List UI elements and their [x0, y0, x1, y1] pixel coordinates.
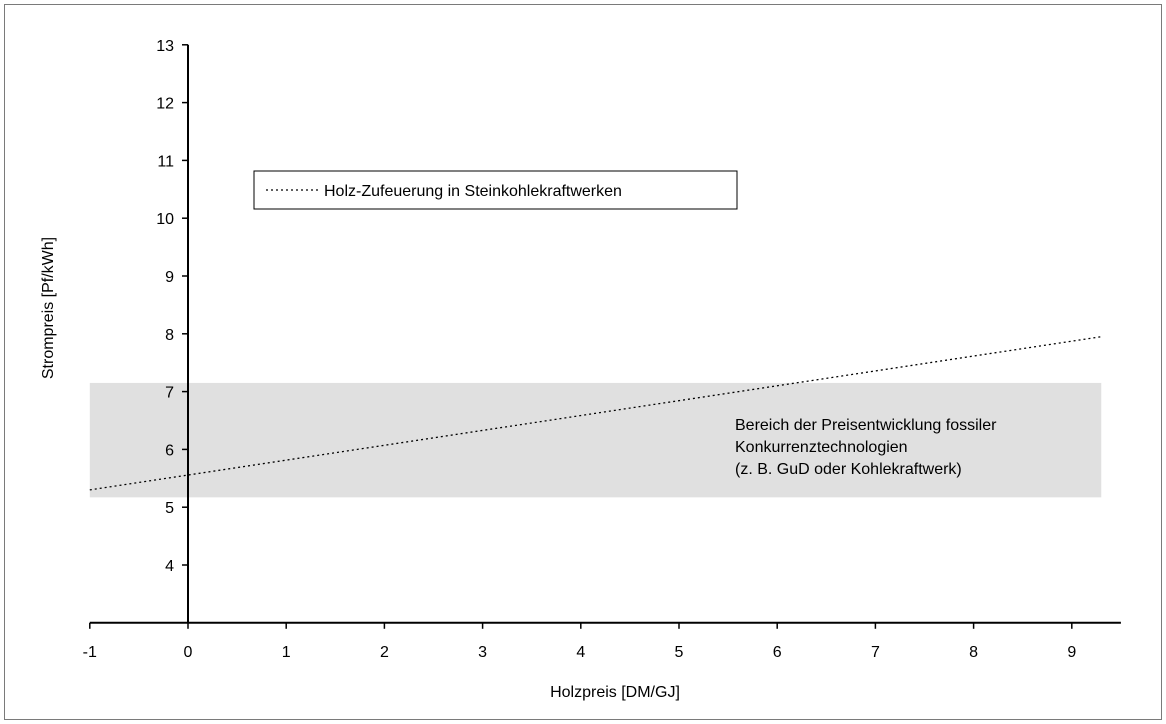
series-layer — [89, 336, 1102, 491]
band-label-line: (z. B. GuD oder Kohlekraftwerk) — [735, 461, 962, 478]
x-tick-label: 7 — [871, 644, 880, 661]
band-layer — [89, 382, 1102, 498]
legend-label: Holz-Zufeuerung in Steinkohlekraftwerken — [324, 183, 622, 200]
x-tick-label: 0 — [184, 644, 193, 661]
price-range-band — [89, 382, 1102, 498]
axes-layer — [89, 44, 1121, 629]
x-tick-label: 4 — [576, 644, 585, 661]
y-tick-label: 11 — [157, 153, 174, 170]
series-line — [89, 336, 1102, 491]
x-tick-label: 5 — [675, 644, 684, 661]
x-tick-label: 8 — [969, 644, 978, 661]
y-tick-label: 6 — [165, 442, 174, 459]
y-tick-label: 9 — [165, 269, 174, 286]
y-tick-label: 8 — [165, 327, 174, 344]
x-axis-title: Holzpreis [DM/GJ] — [550, 684, 680, 701]
y-tick-label: 4 — [165, 558, 174, 575]
band-label-line: Konkurrenztechnologien — [735, 439, 908, 456]
x-tick-label: 9 — [1067, 644, 1076, 661]
x-tick-label: 3 — [478, 644, 487, 661]
y-tick-label: 5 — [165, 500, 174, 517]
labels-layer: Holzpreis [DM/GJ] Strompreis [Pf/kWh] Be… — [40, 38, 1076, 701]
y-tick-label: 10 — [156, 211, 174, 228]
x-tick-label: 1 — [282, 644, 291, 661]
x-tick-label: 2 — [380, 644, 389, 661]
band-label-line: Bereich der Preisentwicklung fossiler — [735, 417, 997, 434]
y-axis-title: Strompreis [Pf/kWh] — [40, 237, 57, 379]
legend: Holz-Zufeuerung in Steinkohlekraftwerken — [253, 170, 738, 210]
y-tick-label: 12 — [156, 96, 174, 113]
y-tick-label: 7 — [165, 385, 174, 402]
chart-frame — [4, 4, 1162, 720]
x-tick-label: 6 — [773, 644, 782, 661]
y-tick-label: 13 — [156, 38, 174, 55]
x-tick-label: -1 — [83, 644, 97, 661]
legend-box — [253, 170, 738, 210]
